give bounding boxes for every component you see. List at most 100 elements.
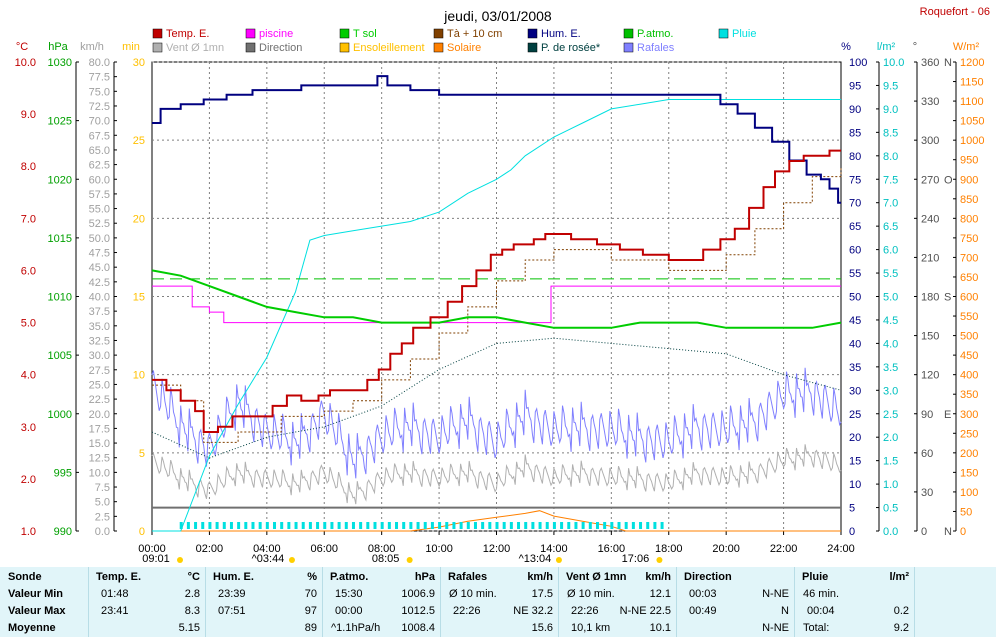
legend-label: T sol (353, 28, 377, 40)
summary-rafales-unit: km/h (527, 571, 553, 583)
rain-tick-label: 6.0 (883, 245, 898, 257)
rain-tick (366, 522, 370, 529)
legend-swatch (152, 28, 163, 39)
wind-tick-label: 75.0 (89, 86, 110, 98)
summary-temp-avg: 5.15 (178, 622, 200, 634)
dir-tick-label: 300 (921, 135, 939, 147)
rain-tick (344, 522, 348, 529)
summary-vent-header: Vent Ø 1mn (566, 571, 627, 583)
rain-tick (660, 522, 664, 529)
wind-tick-label: 7.5 (95, 482, 110, 494)
wind-tick-label: 32.5 (89, 335, 110, 347)
sol-tick-label: 100 (960, 487, 978, 499)
rain-tick (488, 522, 492, 529)
legend-swatch (339, 28, 350, 39)
legend-swatch (339, 42, 350, 53)
rain-tick (509, 522, 513, 529)
wind-tick-label: 0.0 (95, 526, 110, 538)
hum-tick-label: 50 (849, 292, 861, 304)
wind-tick-label: 55.0 (89, 204, 110, 216)
x-tick-label: 22:00 (770, 543, 798, 555)
press-tick-label: 995 (54, 467, 72, 479)
min-tick-label: 15 (133, 292, 145, 304)
x-tick-label: 04:00 (253, 543, 281, 555)
rain-tick (567, 522, 571, 529)
min-tick-label: 25 (133, 135, 145, 147)
rain-tick-label: 8.0 (883, 151, 898, 163)
summary-hum-max-value: 97 (304, 605, 317, 617)
summary-dir-header: Direction (684, 571, 732, 583)
min-tick-label: 30 (133, 57, 145, 69)
summary-temp-max-time: 23:41 (101, 605, 129, 617)
summary-col-dir: Direction 00:03 N-NE 00:49 N N-NE (676, 567, 795, 637)
press-tick-label: 990 (54, 526, 72, 538)
rain-tick (624, 522, 628, 529)
sol-tick-label: 200 (960, 448, 978, 460)
summary-dir-r2-time: 00:49 (689, 605, 717, 617)
rain-tick (531, 522, 535, 529)
x-tick-label: 12:00 (483, 543, 511, 555)
rain-tick (517, 522, 521, 529)
summary-hum-unit: % (307, 571, 317, 583)
summary-vent-max-value: N-NE 22.5 (619, 605, 671, 617)
sol-tick-label: 250 (960, 428, 978, 440)
rain-tick (316, 522, 320, 529)
legend-label: Ensoleillement (353, 42, 425, 54)
summary-col-hum: Hum. E. % 23:39 70 07:51 97 89 (205, 567, 323, 637)
rain-tick (208, 522, 212, 529)
x-tick-label: 14:00 (540, 543, 568, 555)
wind-tick-label: 80.0 (89, 57, 110, 69)
legend-swatch (623, 42, 634, 53)
rain-tick (330, 522, 334, 529)
legend-label: Tà + 10 cm (447, 28, 502, 40)
rain-tick (459, 522, 463, 529)
sol-tick-label: 700 (960, 252, 978, 264)
wind-axis-unit: km/h (80, 41, 104, 53)
dir-tick-label: 30 (921, 487, 933, 499)
hum-tick-label: 25 (849, 409, 861, 421)
dir-tick-label: 180 (921, 292, 939, 304)
rain-tick (308, 522, 312, 529)
series-t-sol (151, 269, 842, 329)
hum-tick-label: 55 (849, 268, 861, 280)
rain-tick (294, 522, 298, 529)
rain-tick (560, 522, 564, 529)
rain-tick (265, 522, 269, 529)
sol-tick-label: 950 (960, 155, 978, 167)
temp-tick-label: 6.0 (21, 265, 36, 277)
wind-tick-label: 45.0 (89, 262, 110, 274)
dir-tick-label: 90 (921, 409, 933, 421)
rain-tick-label: 8.5 (883, 127, 898, 139)
legend-label: P. de rosée* (541, 42, 601, 54)
sol-tick-label: 550 (960, 311, 978, 323)
rain-tick (258, 522, 262, 529)
rain-tick (287, 522, 291, 529)
wind-tick-label: 25.0 (89, 379, 110, 391)
summary-hum-min-value: 70 (304, 588, 317, 600)
rain-tick (502, 522, 506, 529)
summary-pluie-max-value: 0.2 (893, 605, 909, 617)
summary-row-max-label: Valeur Max (8, 605, 66, 617)
rain-tick (495, 522, 499, 529)
legend-swatch (245, 42, 256, 53)
series-temp-e (152, 149, 841, 433)
summary-table: Sonde Valeur Min Valeur Max Moyenne Temp… (0, 567, 996, 637)
rain-tick (273, 522, 277, 529)
summary-dir-r1-value: N-NE (762, 588, 789, 600)
legend-label: Hum. E. (541, 28, 581, 40)
hum-tick-label: 80 (849, 151, 861, 163)
station-name: Roquefort - 06 (920, 6, 990, 18)
wind-tick-label: 42.5 (89, 277, 110, 289)
press-tick-label: 1020 (48, 174, 72, 186)
sol-tick-label: 450 (960, 350, 978, 362)
x-tick-label: 18:00 (655, 543, 683, 555)
hum-tick-label: 65 (849, 221, 861, 233)
wind-tick-label: 67.5 (89, 130, 110, 142)
sol-tick-label: 400 (960, 370, 978, 382)
wind-tick-label: 10.0 (89, 467, 110, 479)
summary-rafales-avg10-label: Ø 10 min. (449, 588, 497, 600)
summary-temp-min-time: 01:48 (101, 588, 129, 600)
rain-tick-label: 0.5 (883, 503, 898, 515)
sun-event-label: ^03:44 (252, 553, 285, 565)
summary-hum-avg: 89 (304, 622, 317, 634)
